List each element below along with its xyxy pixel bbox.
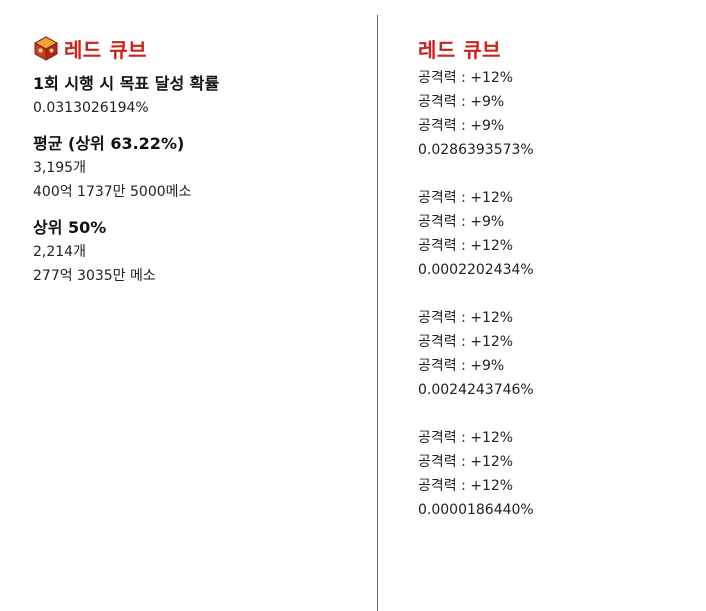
combo-option: 공격력 : +12% [418,70,514,86]
combo-option: 공격력 : +9% [418,94,505,110]
probability-heading: 1회 시행 시 목표 달성 확률 [33,74,220,93]
combo-item: 공격력 : +12% 공격력 : +12% 공격력 : +12% 0.00001… [418,426,688,522]
combo-option: 공격력 : +12% [418,454,514,470]
right-title: 레드 큐브 [418,37,502,62]
combo-item: 공격력 : +12% 공격력 : +9% 공격력 : +12% 0.000220… [418,186,688,282]
left-title: 레드 큐브 [64,37,148,62]
combo-item: 공격력 : +12% 공격력 : +9% 공격력 : +9% 0.0286393… [418,66,688,162]
probability-section: 1회 시행 시 목표 달성 확률 0.0313026194% [33,72,363,120]
combo-probability: 0.0024243746% [418,382,534,398]
combo-option: 공격력 : +12% [418,334,514,350]
combo-option: 공격력 : +12% [418,478,514,494]
combo-option: 공격력 : +12% [418,190,514,206]
top50-heading: 상위 50% [33,218,107,237]
red-cube-icon [33,35,59,61]
probability-value: 0.0313026194% [33,100,149,116]
top50-count: 2,214개 [33,244,86,260]
combo-option: 공격력 : +12% [418,430,514,446]
combo-option: 공격력 : +9% [418,118,505,134]
combo-option: 공격력 : +9% [418,358,505,374]
combo-probability: 0.0000186440% [418,502,534,518]
combo-option: 공격력 : +9% [418,214,505,230]
average-count: 3,195개 [33,160,86,176]
average-cost: 400억 1737만 5000메소 [33,184,192,200]
average-heading: 평균 (상위 63.22%) [33,134,185,153]
left-cube-title: 레드 큐브 [33,34,363,62]
average-section: 평균 (상위 63.22%) 3,195개 400억 1737만 5000메소 [33,132,363,204]
combo-option: 공격력 : +12% [418,310,514,326]
combo-item: 공격력 : +12% 공격력 : +12% 공격력 : +9% 0.002424… [418,306,688,402]
combo-probability: 0.0286393573% [418,142,534,158]
left-panel: 레드 큐브 1회 시행 시 목표 달성 확률 0.0313026194% 평균 … [33,34,363,300]
combo-probability: 0.0002202434% [418,262,534,278]
right-cube-title: 레드 큐브 [418,34,688,62]
top50-cost: 277억 3035만 메소 [33,268,156,284]
vertical-divider [377,15,378,611]
top50-section: 상위 50% 2,214개 277억 3035만 메소 [33,216,363,288]
right-panel: 레드 큐브 공격력 : +12% 공격력 : +9% 공격력 : +9% 0.0… [418,34,688,546]
combo-option: 공격력 : +12% [418,238,514,254]
